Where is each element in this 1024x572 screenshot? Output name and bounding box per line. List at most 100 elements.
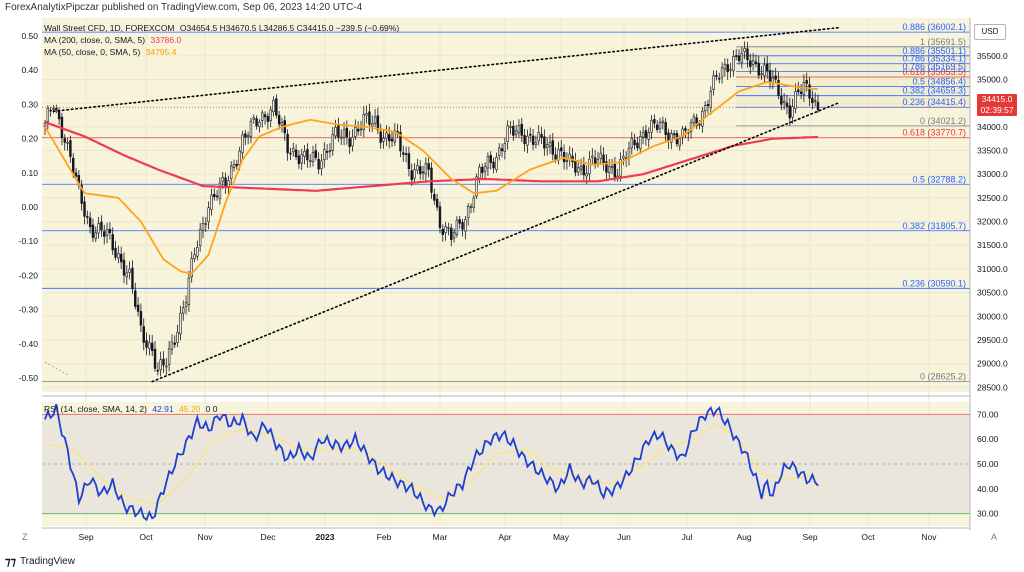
- ma50-label: MA (50, close, 0, SMA, 5): [44, 47, 141, 57]
- candle: [306, 143, 309, 168]
- candle-body-down: [153, 348, 157, 369]
- candle: [526, 129, 529, 154]
- tradingview-footer[interactable]: ⁊⁊ TradingView: [5, 555, 75, 568]
- candle: [320, 153, 323, 176]
- zoom-corner-button[interactable]: Z: [22, 532, 28, 542]
- candle-body-up: [588, 158, 591, 175]
- candle-body-up: [641, 131, 645, 138]
- candle: [441, 224, 445, 242]
- candle-body-down: [306, 149, 309, 161]
- candle-body-down: [407, 153, 411, 170]
- upper-trendline[interactable]: [52, 26, 842, 113]
- candle: [187, 270, 191, 312]
- ma50-legend[interactable]: MA (50, close, 0, SMA, 5) 34795.4: [44, 47, 176, 57]
- candle-body-up: [509, 126, 512, 128]
- price-tick-label: 29000.0: [977, 359, 1008, 369]
- candle: [105, 222, 109, 244]
- candle-body-down: [142, 326, 145, 343]
- candle: [633, 133, 636, 150]
- candle: [359, 120, 363, 136]
- candle-body-up: [514, 130, 518, 135]
- price-tick-label: 31000.0: [977, 264, 1008, 274]
- candle-body-up: [497, 147, 501, 156]
- candle-body-down: [224, 177, 227, 187]
- candle: [80, 179, 83, 211]
- auto-scale-button[interactable]: A: [991, 532, 998, 542]
- candle: [97, 216, 100, 239]
- candle-body-down: [368, 111, 371, 125]
- fib-0382-a-label: 0.382 (34659.3): [902, 86, 966, 96]
- ma200-line: [44, 121, 819, 192]
- candle-body-down: [427, 163, 430, 170]
- candle: [461, 218, 464, 237]
- candle-body-up: [373, 116, 377, 124]
- candle-body-up: [105, 229, 109, 236]
- candle: [136, 297, 140, 317]
- time-tick-label: Dec: [260, 532, 276, 542]
- candle-body-down: [69, 140, 72, 157]
- candle-body-down: [114, 247, 117, 258]
- candle: [492, 157, 495, 174]
- candle-body-down: [788, 105, 792, 119]
- left-axis-label: 0.10: [21, 168, 38, 178]
- candle-body-down: [667, 132, 670, 142]
- candle: [644, 124, 648, 146]
- candle: [768, 62, 772, 89]
- candle-body-down: [325, 151, 329, 153]
- candle-body-down: [605, 161, 608, 173]
- candle-body-up: [622, 155, 625, 159]
- candle: [280, 117, 284, 133]
- candle: [718, 72, 721, 84]
- lower-trendline[interactable]: [151, 102, 839, 383]
- candle-body-down: [489, 155, 492, 163]
- candle-body-up: [619, 159, 622, 177]
- candle: [232, 159, 236, 172]
- candle: [235, 159, 239, 170]
- candle-body-down: [286, 133, 289, 154]
- candle: [560, 139, 563, 158]
- candle: [275, 94, 278, 119]
- candle: [534, 135, 538, 149]
- candle-body-down: [715, 75, 718, 78]
- candle-body-down: [450, 227, 453, 241]
- left-axis-label: 0.00: [21, 202, 38, 212]
- candle-body-down: [500, 148, 504, 152]
- candle: [529, 127, 532, 143]
- candle-body-down: [746, 48, 749, 61]
- candle: [159, 351, 162, 377]
- candle: [684, 125, 687, 139]
- candle-body-down: [119, 253, 123, 263]
- candle: [720, 62, 724, 84]
- candle-body-up: [703, 105, 707, 112]
- candle-body-up: [218, 182, 222, 199]
- candle: [91, 218, 95, 243]
- candle-body-up: [791, 106, 794, 118]
- rsi-legend[interactable]: RSI (14, close, SMA, 14, 2) 42.91 45.20 …: [44, 404, 218, 414]
- left-axis-label: -0.50: [19, 373, 39, 383]
- candle-body-down: [816, 101, 820, 111]
- candle: [794, 83, 797, 114]
- candle-body-up: [340, 136, 343, 139]
- candle-body-up: [689, 121, 693, 132]
- candle-body-up: [813, 99, 817, 102]
- candle: [179, 305, 182, 341]
- candle: [791, 98, 794, 124]
- candle: [636, 136, 639, 152]
- candle-body-down: [655, 124, 659, 131]
- price-tick-label: 33000.0: [977, 169, 1008, 179]
- candle: [376, 107, 380, 135]
- candle-body-down: [726, 64, 729, 73]
- candle: [466, 203, 470, 226]
- ma200-legend[interactable]: MA (200, close, 0, SMA, 5) 33786.0: [44, 35, 181, 45]
- time-tick-label: Jun: [617, 532, 631, 542]
- candle: [630, 131, 634, 155]
- candle-body-down: [461, 222, 464, 230]
- candle-body-down: [337, 125, 340, 138]
- currency-button[interactable]: USD: [974, 24, 1006, 40]
- tradingview-logo-icon: ⁊⁊: [5, 556, 16, 568]
- candle: [201, 216, 205, 239]
- candle-body-down: [162, 358, 165, 366]
- candle-body-up: [670, 133, 673, 143]
- candle-body-up: [466, 205, 470, 219]
